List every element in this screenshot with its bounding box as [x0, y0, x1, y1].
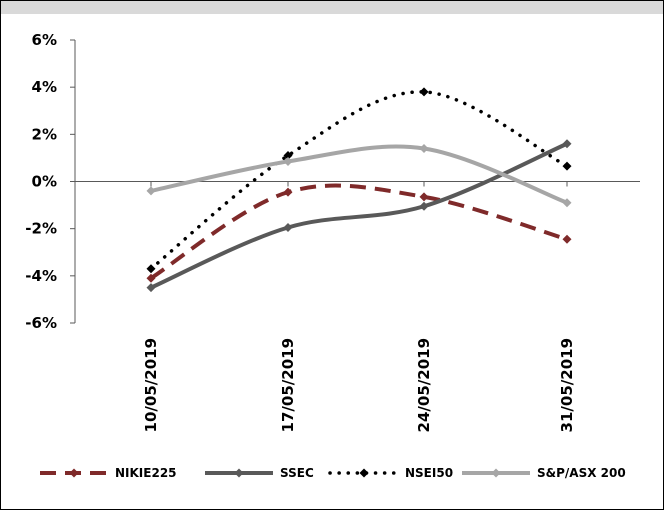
data-point: [419, 192, 429, 202]
legend: NIKIE225 SSEC NSEI50 S&P/ASX 200: [40, 466, 626, 480]
legend-swatch-marker: [491, 468, 501, 478]
axes: [70, 39, 640, 324]
legend-swatch-marker: [69, 468, 79, 478]
data-point: [419, 143, 429, 153]
data-point: [419, 87, 429, 97]
x-tick-labels: 10/05/2019 17/05/2019 24/05/2019 31/05/2019: [142, 338, 576, 432]
legend-label: NIKIE225: [115, 466, 177, 480]
y-tick-label: 0%: [32, 173, 57, 191]
series-lines: [149, 90, 569, 290]
y-tick-label: -4%: [25, 267, 57, 285]
x-tick-label: 24/05/2019: [415, 338, 433, 432]
y-tick-labels: -6% -4% -2% 0% 2% 4% 6%: [25, 31, 57, 332]
data-point: [283, 151, 293, 161]
y-tick-label: 2%: [32, 125, 57, 143]
data-point: [419, 201, 429, 211]
y-tick-label: -2%: [25, 220, 57, 238]
legend-label: S&P/ASX 200: [537, 466, 626, 480]
legend-label: SSEC: [280, 466, 314, 480]
legend-label: NSEI50: [405, 466, 453, 480]
x-tick-label: 31/05/2019: [558, 338, 576, 432]
data-point: [283, 187, 293, 197]
legend-swatch-marker: [234, 468, 244, 478]
data-point: [283, 156, 293, 166]
data-point: [146, 264, 156, 274]
series-line-3: [150, 144, 568, 205]
series-markers: [146, 87, 572, 293]
data-point: [562, 198, 572, 208]
data-point: [146, 186, 156, 196]
y-tick-label: -6%: [25, 314, 57, 332]
series-line-1: [150, 141, 568, 290]
data-point: [562, 139, 572, 149]
series-line-2: [149, 90, 569, 271]
data-point: [146, 273, 156, 283]
data-point: [562, 161, 572, 171]
x-tick-label: 17/05/2019: [279, 338, 297, 432]
top-band: [1, 1, 663, 14]
data-point: [283, 222, 293, 232]
y-tick-label: 6%: [32, 31, 57, 49]
y-tick-label: 4%: [32, 78, 57, 96]
series-line-0: [149, 183, 568, 280]
data-point: [146, 283, 156, 293]
legend-swatch-marker: [359, 468, 369, 478]
data-point: [562, 234, 572, 244]
x-tick-label: 10/05/2019: [142, 338, 160, 432]
